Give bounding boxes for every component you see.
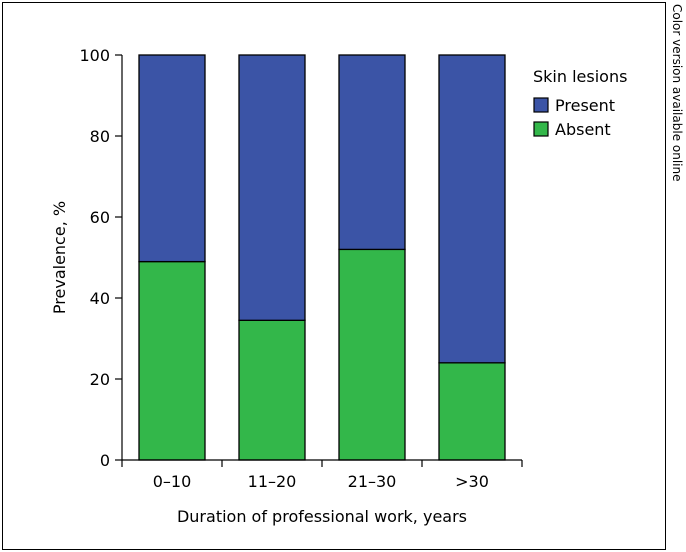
figure-frame <box>2 2 666 550</box>
bar-present-2 <box>238 54 306 321</box>
x-axis-title: Duration of professional work, years <box>177 507 467 526</box>
bars-group <box>138 54 506 461</box>
y-tick-label-80: 80 <box>90 127 110 146</box>
legend-title: Skin lesions <box>533 67 627 86</box>
y-axis-title: Prevalence, % <box>50 201 69 314</box>
bar-absent-1 <box>138 260 206 461</box>
bar-present-3 <box>338 54 406 251</box>
bar-present-1 <box>138 54 206 263</box>
bar-absent-2 <box>238 319 306 461</box>
legend-label-absent: Absent <box>555 120 611 139</box>
x-tick-label-4: >30 <box>455 472 489 491</box>
x-tick-label-3: 21–30 <box>348 472 397 491</box>
axes-group: 0 20 40 60 80 100 0–10 11–20 21–30 >30 <box>79 46 523 491</box>
y-tick-label-40: 40 <box>90 289 110 308</box>
y-tick-label-0: 0 <box>100 451 110 470</box>
y-tick-label-100: 100 <box>79 46 110 65</box>
legend: Skin lesions Present Absent <box>533 67 627 139</box>
x-tick-label-1: 0–10 <box>153 472 192 491</box>
bar-absent-3 <box>338 248 406 461</box>
y-tick-label-20: 20 <box>90 370 110 389</box>
legend-swatch-absent <box>533 121 549 137</box>
bar-absent-4 <box>438 362 506 461</box>
x-tick-label-2: 11–20 <box>248 472 297 491</box>
bar-present-4 <box>438 54 506 364</box>
legend-label-present: Present <box>555 96 615 115</box>
legend-swatch-present <box>533 97 549 113</box>
y-tick-label-60: 60 <box>90 208 110 227</box>
